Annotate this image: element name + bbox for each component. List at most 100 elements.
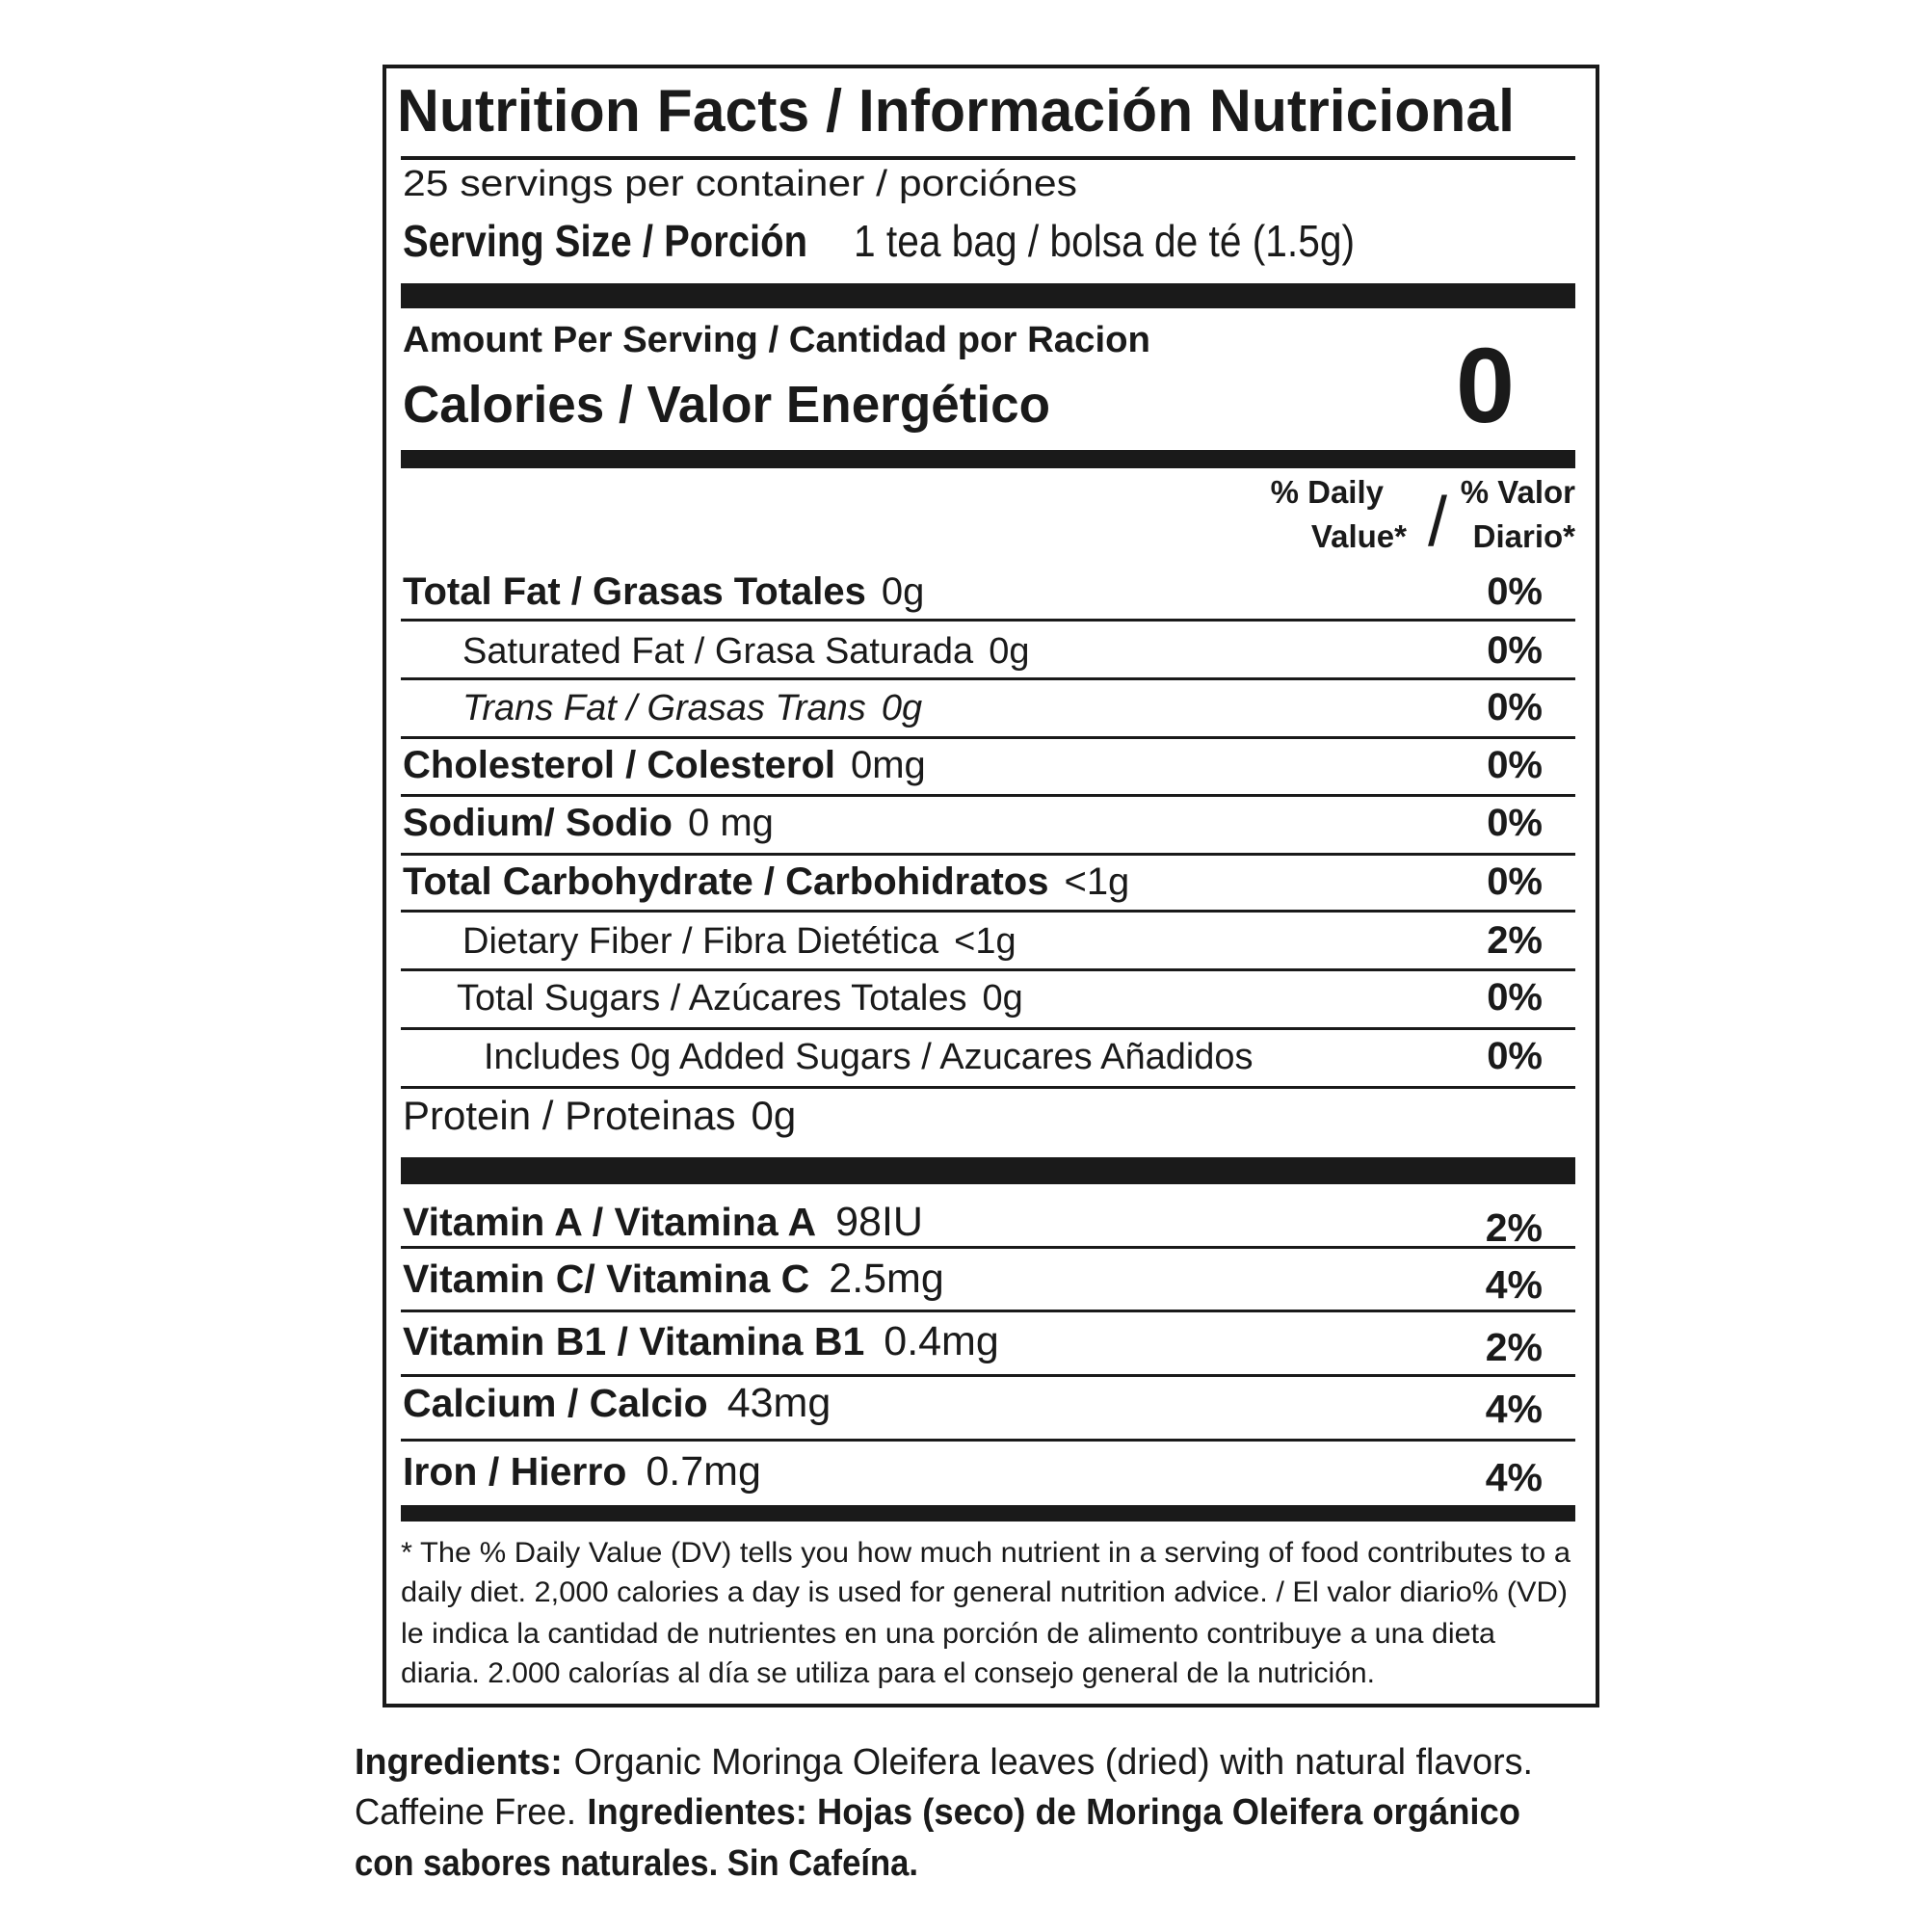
daily-value: 2% [1486,1325,1543,1369]
daily-value: 2% [1486,1205,1543,1250]
nutrient-amount: 0 mg [688,802,774,844]
servings: 25 servings per container / porciónes [403,164,1077,204]
thick-bar [401,283,1575,308]
daily-value: 4% [1486,1455,1543,1499]
rule [401,1246,1575,1249]
thick-bar [401,450,1575,468]
daily-value: 4% [1486,1387,1543,1431]
amount-per-serving: Amount Per Serving / Cantidad por Racion [403,320,1150,360]
vitamin-amount: 43mg [727,1380,832,1426]
daily-value: 0% [1487,686,1543,728]
footnote-line: * The % Daily Value (DV) tells you how m… [401,1537,1571,1569]
serving-size-label: Serving Size / Porción [403,216,807,266]
nutrient-row: Cholesterol / Colesterol 0mg [403,744,926,786]
footnote-line: le indica la cantidad de nutrientes en u… [401,1618,1495,1650]
nutrient-name: Total Sugars / Azúcares Totales [457,978,966,1019]
nutrient-amount: 0g [989,631,1029,672]
nutrient-row: Trans Fat / Grasas Trans 0g [462,688,922,728]
nutrient-name: Total Carbohydrate / Carbohidratos [403,860,1048,903]
nutrient-row: Saturated Fat / Grasa Saturada 0g [462,631,1029,672]
nutrient-row: Dietary Fiber / Fibra Dietética <1g [462,921,1016,962]
rule [401,1310,1575,1312]
rule [401,156,1575,160]
vitamin-row: Iron / Hierro 0.7mg [403,1448,761,1495]
daily-value: 0% [1487,629,1543,672]
daily-value: 0% [1487,744,1543,786]
dv-header: Value* [1311,518,1407,554]
ingredients-line: Caffeine Free. Ingredientes: Hojas (seco)… [355,1792,1520,1833]
vitamin-amount: 0.4mg [884,1318,999,1364]
nutrient-amount: 0g [882,688,922,728]
label-title: Nutrition Facts / Información Nutriciona… [397,78,1515,145]
nutrient-amount: <1g [1064,860,1129,903]
nutrient-amount: 0g [882,570,925,613]
serving-size-value: 1 tea bag / bolsa de té (1.5g) [854,216,1355,266]
nutrient-name: Total Fat / Grasas Totales [403,570,866,613]
nutrient-name: Sodium/ Sodio [403,802,673,844]
nutrient-name: Cholesterol / Colesterol [403,744,835,786]
rule [401,619,1575,622]
daily-value: 0% [1487,1035,1543,1077]
rule [401,1439,1575,1442]
rule [401,794,1575,797]
nutrient-row: Protein / Proteinas 0g [403,1093,796,1138]
vitamin-row: Vitamin B1 / Vitamina B1 0.4mg [403,1318,999,1364]
vitamin-amount: 0.7mg [646,1448,761,1495]
calories-value: 0 [1456,327,1515,445]
label-border [383,65,1599,1707]
ingredients-text: Ingredientes: Hojas (seco) de Moringa Ol… [587,1792,1520,1833]
nutrient-row: Total Sugars / Azúcares Totales 0g [457,978,1023,1019]
nutrient-name: Includes 0g Added Sugars / Azucares Añad… [484,1037,1254,1077]
rule [401,736,1575,739]
daily-value: 0% [1487,860,1543,903]
rule [401,1374,1575,1377]
rule [401,853,1575,856]
daily-value: 0% [1487,802,1543,844]
vitamin-name: Vitamin B1 / Vitamina B1 [403,1319,864,1363]
vitamin-name: Iron / Hierro [403,1449,626,1494]
nutrient-amount: 0mg [851,744,926,786]
nutrient-name: Dietary Fiber / Fibra Dietética [462,921,939,962]
ingredients-line: Ingredients: Organic Moringa Oleifera lea… [355,1742,1533,1783]
nutrient-row: Total Carbohydrate / Carbohidratos <1g [403,860,1129,903]
vitamin-name: Vitamin C/ Vitamina C [403,1257,809,1301]
vitamin-amount: 98IU [835,1199,923,1245]
daily-value: 4% [1486,1262,1543,1307]
vitamin-name: Vitamin A / Vitamina A [403,1200,816,1244]
dv-header: % Valor [1461,474,1575,510]
rule [401,910,1575,913]
nutrient-amount: 0g [752,1093,797,1138]
vitamin-row: Vitamin A / Vitamina A 98IU [403,1199,923,1245]
ingredients-text: Ingredients: [355,1742,563,1783]
footnote-line: daily diet. 2,000 calories a day is used… [401,1576,1568,1608]
daily-value: 2% [1487,919,1543,962]
dv-header: % Daily [1271,474,1385,510]
nutrient-row: Includes 0g Added Sugars / Azucares Añad… [484,1037,1254,1077]
rule [401,677,1575,680]
ingredients-text: Organic Moringa Oleifera leaves (dried) … [574,1742,1533,1783]
thick-bar [401,1505,1575,1522]
dv-header-separator: / [1428,484,1447,561]
vitamin-row: Vitamin C/ Vitamina C 2.5mg [403,1256,944,1302]
daily-value: 0% [1487,570,1543,613]
nutrient-row: Total Fat / Grasas Totales 0g [403,570,924,613]
vitamin-amount: 2.5mg [829,1256,944,1302]
footnote-line: diaria. 2.000 calorías al día se utiliza… [401,1657,1375,1689]
ingredients-text: con sabores naturales. Sin Cafeína. [355,1843,918,1884]
rule [401,1027,1575,1030]
vitamin-name: Calcium / Calcio [403,1381,708,1425]
nutrient-name: Protein / Proteinas [403,1093,736,1138]
thick-bar [401,1157,1575,1184]
calories-label: Calories / Valor Energético [403,376,1050,434]
rule [401,1086,1575,1089]
nutrient-row: Sodium/ Sodio 0 mg [403,802,774,844]
nutrient-amount: 0g [982,978,1022,1019]
dv-header: Diario* [1473,518,1576,554]
nutrient-amount: <1g [954,921,1016,962]
nutrient-name: Trans Fat / Grasas Trans [462,688,866,728]
nutrient-name: Saturated Fat / Grasa Saturada [462,631,974,672]
ingredients-line: con sabores naturales. Sin Cafeína. [355,1843,918,1884]
rule [401,968,1575,971]
